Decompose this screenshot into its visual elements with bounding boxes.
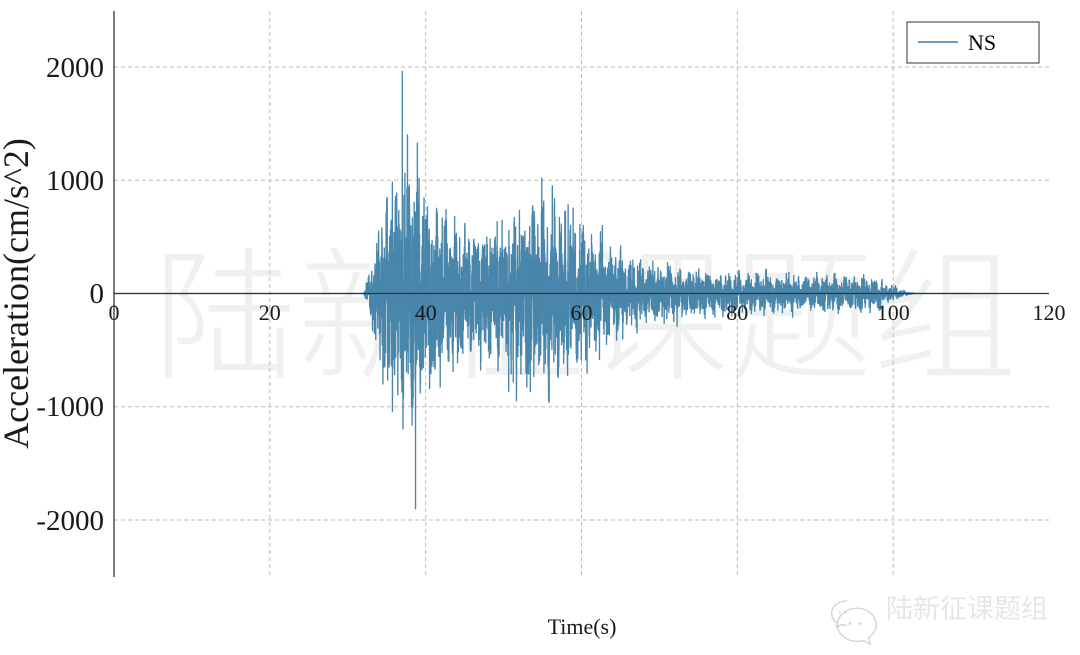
svg-text:Acceleration(cm/s^2): Acceleration(cm/s^2) (0, 138, 36, 449)
svg-text:陆新征课题组: 陆新征课题组 (886, 587, 1048, 626)
svg-text:Time(s): Time(s) (548, 614, 617, 639)
svg-text:60: 60 (571, 300, 593, 325)
svg-text:NS: NS (968, 30, 996, 55)
svg-text:-2000: -2000 (36, 505, 104, 537)
svg-text:1000: 1000 (46, 165, 104, 197)
svg-text:100: 100 (877, 300, 910, 325)
svg-text:40: 40 (415, 300, 437, 325)
svg-text:-1000: -1000 (36, 391, 104, 423)
svg-text:2000: 2000 (46, 52, 104, 84)
svg-text:20: 20 (259, 300, 281, 325)
svg-text:0: 0 (90, 278, 105, 310)
svg-text:0: 0 (109, 300, 120, 325)
svg-text:120: 120 (1033, 300, 1066, 325)
svg-text:80: 80 (726, 300, 748, 325)
